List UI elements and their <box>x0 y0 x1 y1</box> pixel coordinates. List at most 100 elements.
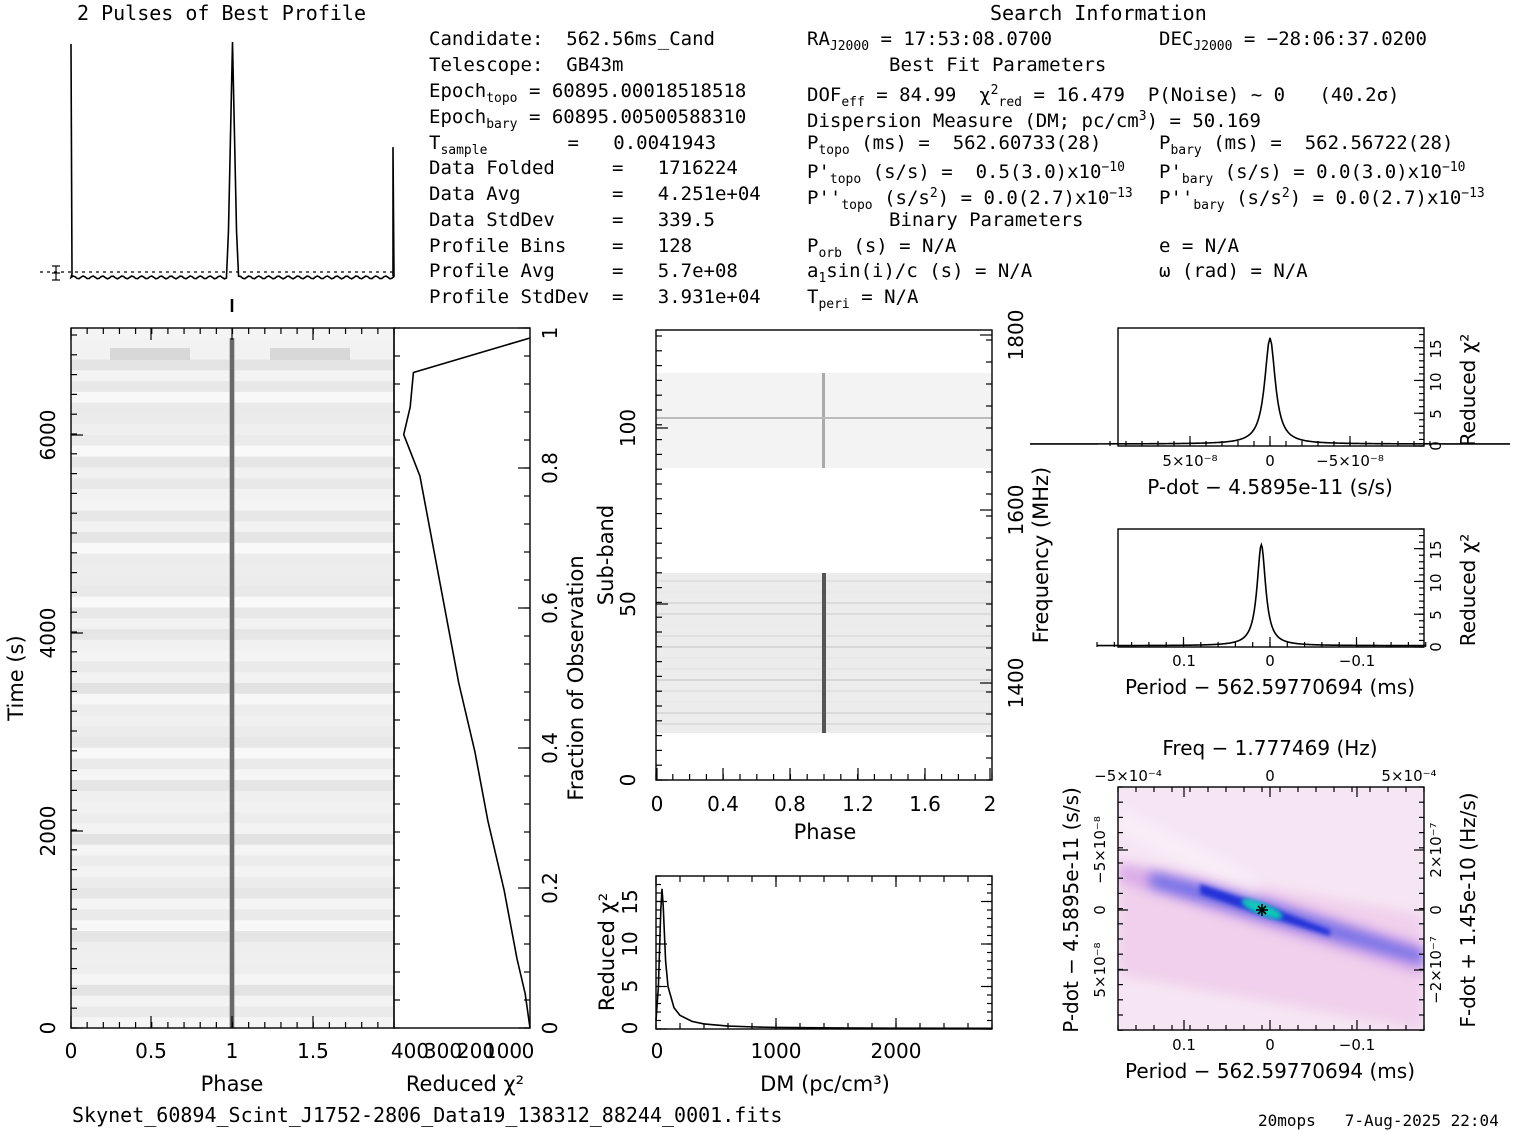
per-ytick: 0 <box>1427 642 1445 652</box>
pp-ytick: −5×10⁻⁸ <box>1091 816 1109 884</box>
dm-value: Dispersion Measure (DM; pc/cm3) = 50.169 <box>807 109 1261 132</box>
omega-value: ω (rad) = N/A <box>1159 260 1308 282</box>
sb-xtick: 2 <box>984 792 997 816</box>
pdot-bary: P'bary (s/s) = 0.0(3.0)x10−10 <box>1159 160 1466 187</box>
data-folded: Data Folded = 1716224 <box>429 157 738 179</box>
per-xtick: 0.1 <box>1172 652 1196 670</box>
dm-xtick: 0 <box>651 1039 664 1063</box>
error-bar-icon <box>52 265 60 281</box>
dm-curve-plot <box>655 875 993 1030</box>
footer-stamp: 20mops 7-Aug-2025 22:04 <box>1258 1111 1499 1130</box>
ct-ytick: 1 <box>538 327 562 340</box>
sb-y2label: Frequency (MHz) <box>1029 467 1053 643</box>
subband-pulse-track <box>822 573 826 733</box>
per-ytick: 10 <box>1427 573 1445 592</box>
profile-stddev: Profile StdDev = 3.931e+04 <box>429 286 761 308</box>
per-xlabel: Period − 562.59770694 (ms) <box>1125 675 1415 699</box>
t-sample: Tsample = 0.0041943 <box>429 132 717 158</box>
dm-xtick: 1000 <box>751 1039 802 1063</box>
sb-xtick: 0.4 <box>707 792 739 816</box>
ct-ytick: 0 <box>538 1022 562 1035</box>
epoch-topo: Epochtopo = 60895.00018518518 <box>429 80 747 106</box>
pp-xtick: 0.1 <box>1172 1036 1196 1054</box>
tp-xtick: 1 <box>226 1039 239 1063</box>
pp-y2label: F-dot + 1.45e-10 (Hz/s) <box>1456 792 1480 1027</box>
tp-ytick: 4000 <box>36 608 60 659</box>
tp-ylabel: Time (s) <box>4 635 28 721</box>
pdot-xtick: 5×10⁻⁸ <box>1162 452 1217 470</box>
profile-title: 2 Pulses of Best Profile <box>77 1 366 25</box>
pdot-ylabel: Reduced χ² <box>1456 334 1480 447</box>
dm-series-line <box>655 888 993 1030</box>
sb-y2tick: 1600 <box>1004 485 1028 536</box>
pp-y2tick: −2×10⁻⁷ <box>1427 936 1445 1004</box>
pp-ytick: 0 <box>1091 905 1109 915</box>
profile-series-line <box>69 41 395 280</box>
pdot-ytick: 10 <box>1427 372 1445 391</box>
pp-y2tick: 0 <box>1427 905 1445 915</box>
binary-heading: Binary Parameters <box>889 209 1084 231</box>
tp-ytick: 0 <box>36 1022 60 1035</box>
telescope-label: Telescope: GB43m <box>429 54 624 76</box>
sb-ytick: 100 <box>616 409 640 447</box>
ct-ytick: 0.8 <box>538 452 562 484</box>
time-phase-plot <box>70 327 395 1029</box>
pddot-bary: P''bary (s/s2) = 0.0(2.7)x10−13 <box>1159 186 1485 213</box>
pdot-xtick: −5×10⁻⁸ <box>1316 452 1384 470</box>
ct-ytick: 0.2 <box>538 872 562 904</box>
pdot-xlabel: P-dot − 4.5895e-11 (s/s) <box>1147 475 1393 499</box>
pdot-curve-plot <box>1029 327 1511 447</box>
pp-title: Freq − 1.777469 (Hz) <box>1162 736 1377 760</box>
ct-xtick: 100 <box>484 1039 522 1063</box>
sb-xtick: 0 <box>651 792 664 816</box>
pp-x2tick: 0 <box>1265 767 1275 785</box>
dm-ytick: 0 <box>618 1022 642 1035</box>
profile-plot <box>40 41 395 312</box>
profile-avg: Profile Avg = 5.7e+08 <box>429 260 738 282</box>
candidate-label: Candidate: 562.56ms_Cand <box>429 28 715 50</box>
sb-xtick: 1.6 <box>909 792 941 816</box>
tp-xtick: 1.5 <box>297 1039 329 1063</box>
sb-y2tick: 1800 <box>1004 310 1028 361</box>
pdot-topo: P'topo (s/s) = 0.5(3.0)x10−10 <box>807 160 1125 187</box>
pulse-track <box>230 338 234 1028</box>
pp-xtick: −0.1 <box>1339 1036 1375 1054</box>
period-series-line <box>1096 542 1426 647</box>
per-xtick: −0.1 <box>1339 652 1375 670</box>
period-pdot-plane <box>1117 786 1425 1031</box>
best-fit-heading: Best Fit Parameters <box>889 54 1107 76</box>
profile-bins: Profile Bins = 128 <box>429 235 693 257</box>
pp-xlabel: Period − 562.59770694 (ms) <box>1125 1059 1415 1083</box>
dm-ytick: 15 <box>618 889 642 914</box>
tp-xlabel: Phase <box>201 1072 264 1096</box>
ct-xtick: 400 <box>391 1039 429 1063</box>
pdot-xtick: 0 <box>1265 452 1275 470</box>
pdot-ytick: 5 <box>1427 409 1445 419</box>
tp-xtick: 0.5 <box>135 1039 167 1063</box>
chi-vs-time-plot <box>393 327 531 1029</box>
time-phase-row <box>270 348 350 360</box>
ct-ytick: 0.6 <box>538 592 562 624</box>
p-topo: Ptopo (ms) = 562.60733(28) <box>807 132 1102 158</box>
ct-xtick: 200 <box>457 1039 495 1063</box>
epoch-bary: Epochbary = 60895.00500588310 <box>429 106 747 132</box>
ct-ytick: 0.4 <box>538 732 562 764</box>
dof-chi: DOFeff = 84.99 χ2red = 16.479 P(Noise) ~… <box>807 83 1400 110</box>
best-fit-marker-icon <box>1256 904 1268 916</box>
pp-ylabel: P-dot − 4.5895e-11 (s/s) <box>1059 787 1083 1033</box>
ct-xtick: 0 <box>522 1039 535 1063</box>
porb-value: Porb (s) = N/A <box>807 235 957 261</box>
sb-xtick: 1.2 <box>842 792 874 816</box>
search-info-title: Search Information <box>990 1 1207 25</box>
ct-xlabel: Reduced χ² <box>406 1072 524 1096</box>
p-bary: Pbary (ms) = 562.56722(28) <box>1159 132 1454 158</box>
e-value: e = N/A <box>1159 235 1240 257</box>
time-phase-row <box>110 348 190 360</box>
dm-ylabel: Reduced χ² <box>595 893 619 1011</box>
per-ytick: 15 <box>1427 540 1445 559</box>
dm-ytick: 10 <box>618 931 642 956</box>
ct-ylabel: Fraction of Observation <box>564 555 588 800</box>
ct-xtick: 300 <box>424 1039 462 1063</box>
sb-xtick: 0.8 <box>774 792 806 816</box>
